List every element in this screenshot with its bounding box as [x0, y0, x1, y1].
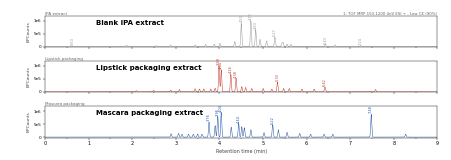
Text: 7.48: 7.48 [369, 106, 373, 113]
Text: Mascara packaging: Mascara packaging [45, 102, 85, 106]
Text: 3.96: 3.96 [216, 108, 220, 116]
Text: 4.04: 4.04 [219, 61, 223, 69]
Text: 3.99: 3.99 [217, 57, 221, 65]
Text: IPA extract: IPA extract [45, 12, 67, 16]
Text: 4.04: 4.04 [219, 104, 223, 112]
Text: 4.26: 4.26 [229, 66, 233, 73]
Text: Mascara packaging extract: Mascara packaging extract [96, 110, 203, 116]
Text: 5.22: 5.22 [271, 116, 275, 124]
Text: 4.44: 4.44 [237, 115, 241, 123]
Text: 4.38: 4.38 [234, 70, 238, 78]
Text: 3.76: 3.76 [207, 113, 211, 121]
Y-axis label: BPCounts: BPCounts [27, 66, 31, 87]
Text: 5.27: 5.27 [273, 28, 277, 36]
Text: 7.24: 7.24 [359, 37, 363, 45]
Text: 6.43: 6.43 [323, 36, 327, 44]
X-axis label: Retention time (min): Retention time (min) [216, 149, 267, 154]
Text: Lipstick packaging extract: Lipstick packaging extract [96, 65, 202, 71]
Text: Lipstick packaging: Lipstick packaging [45, 57, 83, 61]
Text: 1: TOF MRP 150-1200 4eV ESI + - Low CE (90%): 1: TOF MRP 150-1200 4eV ESI + - Low CE (… [344, 12, 437, 16]
Text: Blank IPA extract: Blank IPA extract [96, 20, 164, 26]
Text: 4.50: 4.50 [239, 15, 243, 23]
Text: 4.83: 4.83 [253, 21, 258, 29]
Text: 5.33: 5.33 [276, 73, 280, 81]
Text: 0.63: 0.63 [70, 37, 74, 45]
Y-axis label: BPCounts: BPCounts [27, 21, 31, 42]
Text: 4.72: 4.72 [249, 12, 253, 20]
Y-axis label: BPCounts: BPCounts [27, 112, 31, 132]
Text: 6.42: 6.42 [323, 78, 327, 86]
